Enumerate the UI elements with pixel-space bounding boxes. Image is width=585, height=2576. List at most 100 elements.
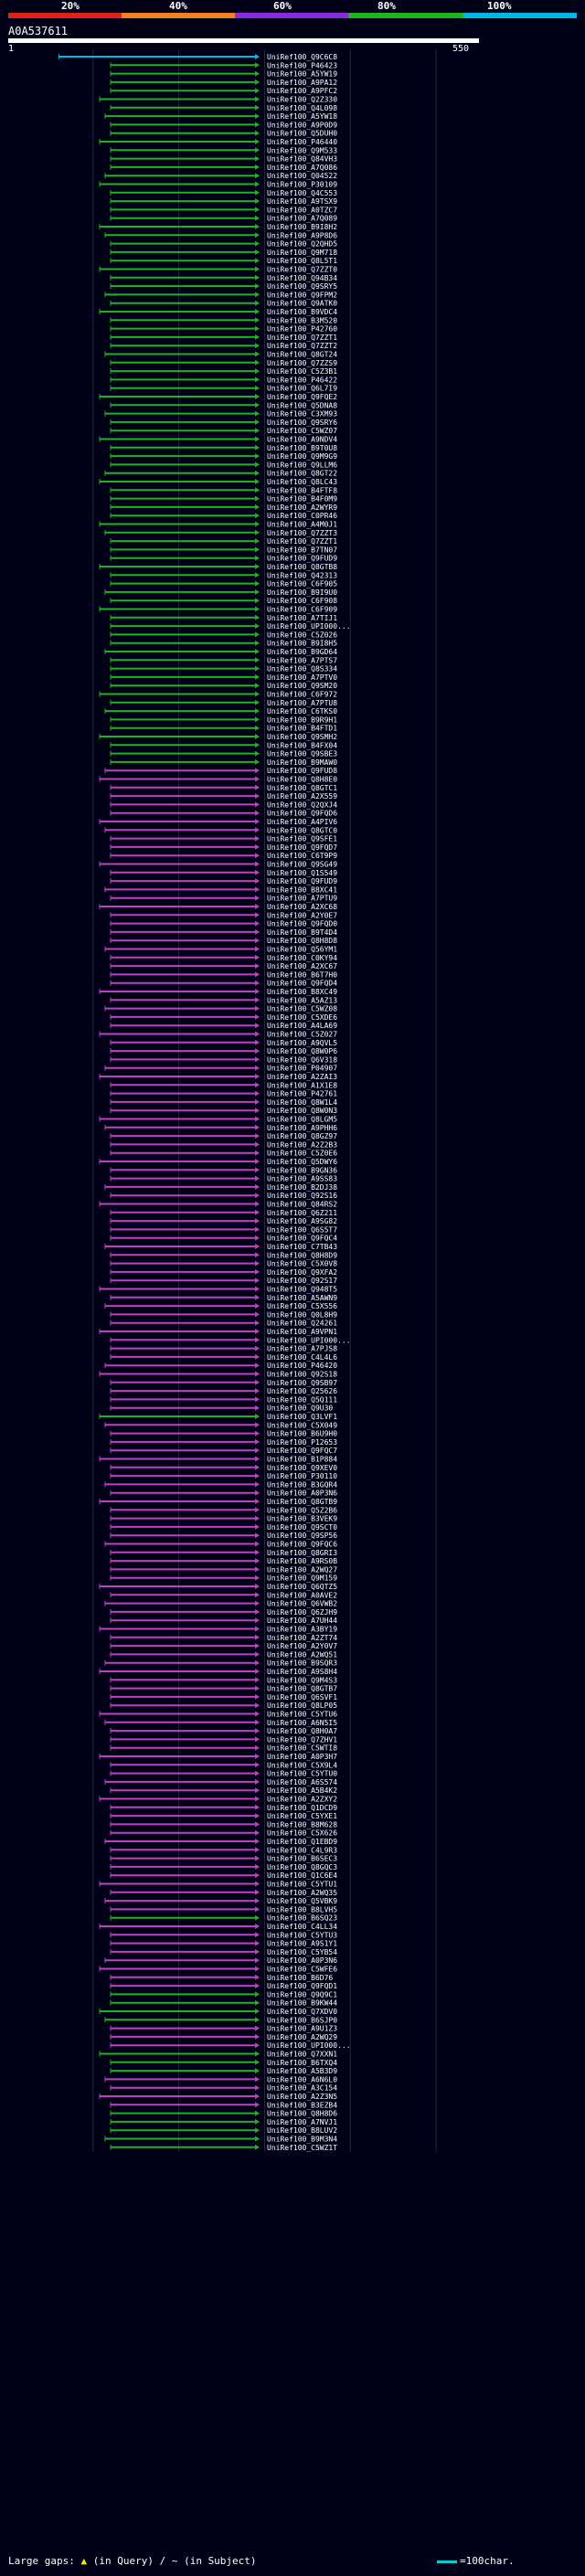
hit-label[interactable]: UniRef100_C0KY94	[267, 954, 337, 962]
hit-label[interactable]: UniRef100_C5XDE6	[267, 1013, 337, 1022]
hit-label[interactable]: UniRef100_Q9M9G9	[267, 452, 337, 461]
hit-row[interactable]: UniRef100_A2WYR9	[110, 504, 337, 512]
hit-row[interactable]: UniRef100_C4L9R3	[110, 1846, 337, 1854]
hit-label[interactable]: UniRef100_Q5DNA8	[267, 401, 337, 409]
hit-row[interactable]: UniRef100_Q6S5T7	[110, 1225, 337, 1234]
hit-label[interactable]: UniRef100_A9PHH6	[267, 1124, 337, 1132]
hit-label[interactable]: UniRef100_A5AZ13	[267, 996, 337, 1004]
hit-label[interactable]: UniRef100_Q9FQC7	[267, 1447, 337, 1455]
hit-row[interactable]: UniRef100_Q8W0N3	[110, 1107, 337, 1115]
hit-label[interactable]: UniRef100_C7TB43	[267, 1243, 337, 1251]
hit-row[interactable]: UniRef100_B9MAW0	[110, 758, 337, 767]
hit-row[interactable]: UniRef100_Q8GTB7	[110, 1685, 337, 1693]
hit-row[interactable]: UniRef100_Q9FQD7	[110, 843, 337, 852]
hit-label[interactable]: UniRef100_A9PFC2	[267, 87, 337, 95]
hit-row[interactable]: UniRef100_A2WQ27	[110, 1565, 337, 1574]
hit-label[interactable]: UniRef100_A2WQ29	[267, 2033, 337, 2041]
hit-row[interactable]: UniRef100_A2Y0V7	[110, 1642, 337, 1650]
hit-row[interactable]: UniRef100_Q9FQD6	[110, 810, 337, 818]
hit-row[interactable]: UniRef100_Q9FQC4	[110, 1235, 337, 1243]
hit-label[interactable]: UniRef100_Q5Q111	[267, 1395, 337, 1404]
hit-label[interactable]: UniRef100_UPI000...	[267, 2041, 351, 2050]
hit-label[interactable]: UniRef100_C0PR46	[267, 512, 337, 520]
hit-label[interactable]: UniRef100_A2WQ35	[267, 1889, 337, 1897]
hit-label[interactable]: UniRef100_P30109	[267, 181, 337, 189]
hit-row[interactable]: UniRef100_Q8H8D6	[110, 2110, 337, 2118]
hit-row[interactable]: UniRef100_Q7XDV0	[99, 2008, 337, 2016]
hit-label[interactable]: UniRef100_P46423	[267, 61, 337, 69]
hit-row[interactable]: UniRef100_A9RS0B	[110, 1557, 337, 1565]
hit-row[interactable]: UniRef100_B4FX04	[110, 741, 337, 749]
hit-label[interactable]: UniRef100_Q1EBD9	[267, 1838, 337, 1846]
hit-label[interactable]: UniRef100_B8M628	[267, 1820, 337, 1829]
hit-row[interactable]: UniRef100_A2Z2B3	[110, 1140, 337, 1149]
hit-row[interactable]: UniRef100_A2WQ29	[110, 2033, 337, 2041]
hit-row[interactable]: UniRef100_A9U1Z3	[110, 2025, 337, 2033]
hit-label[interactable]: UniRef100_C6TKS0	[267, 707, 337, 716]
hit-label[interactable]: UniRef100_Q8S334	[267, 665, 337, 673]
hit-label[interactable]: UniRef100_B9GD64	[267, 648, 337, 656]
hit-label[interactable]: UniRef100_Q7XDV0	[267, 2008, 337, 2016]
hit-label[interactable]: UniRef100_Q8GTC0	[267, 826, 337, 834]
hit-row[interactable]: UniRef100_A7PTS7	[110, 656, 337, 664]
hit-label[interactable]: UniRef100_B6TXQ4	[267, 2059, 337, 2067]
hit-row[interactable]: UniRef100_A2XC68	[99, 903, 337, 911]
hit-row[interactable]: UniRef100_Q8GT22	[104, 470, 337, 478]
hit-row[interactable]: UniRef100_A9QVL5	[110, 1039, 337, 1047]
hit-label[interactable]: UniRef100_C5WTI8	[267, 1744, 337, 1753]
hit-row[interactable]: UniRef100_Q1EBD9	[104, 1838, 337, 1846]
hit-label[interactable]: UniRef100_UPI000...	[267, 622, 351, 631]
hit-row[interactable]: UniRef100_A9PHH6	[104, 1124, 337, 1132]
hit-label[interactable]: UniRef100_B9MAW0	[267, 758, 337, 767]
hit-label[interactable]: UniRef100_A3BY19	[267, 1626, 337, 1634]
hit-row[interactable]: UniRef100_C6F908	[110, 597, 337, 605]
hit-label[interactable]: UniRef100_B6U9H0	[267, 1430, 337, 1438]
hit-row[interactable]: UniRef100_Q9M533	[110, 146, 337, 154]
hit-row[interactable]: UniRef100_Q7ZZT1	[110, 537, 337, 546]
hit-label[interactable]: UniRef100_B6D76	[267, 1974, 333, 1982]
hit-label[interactable]: UniRef100_Q8W0P6	[267, 1047, 337, 1055]
hit-row[interactable]: UniRef100_Q1DCD9	[110, 1804, 337, 1812]
hit-label[interactable]: UniRef100_Q8H8E0	[267, 776, 337, 784]
hit-label[interactable]: UniRef100_Q8LC43	[267, 478, 337, 486]
hit-label[interactable]: UniRef100_A7PTV0	[267, 673, 337, 682]
hit-row[interactable]: UniRef100_C4L4L6	[110, 1353, 337, 1362]
hit-row[interactable]: UniRef100_Q8H8E0	[99, 776, 337, 784]
hit-label[interactable]: UniRef100_A2Z3N5	[267, 2093, 337, 2101]
hit-label[interactable]: UniRef100_Q92S17	[267, 1277, 337, 1285]
hit-row[interactable]: UniRef100_B9R9H1	[110, 716, 337, 724]
hit-label[interactable]: UniRef100_Q7XXN1	[267, 2051, 337, 2059]
hit-row[interactable]: UniRef100_A5YW19	[110, 70, 337, 79]
hit-label[interactable]: UniRef100_A2WYR9	[267, 504, 337, 512]
hit-row[interactable]: UniRef100_C5Z027	[99, 1031, 337, 1039]
hit-row[interactable]: UniRef100_B6D76	[110, 1974, 333, 1982]
hit-label[interactable]: UniRef100_Q9C6C8	[267, 53, 337, 61]
hit-label[interactable]: UniRef100_Q9XEV0	[267, 1464, 337, 1472]
hit-label[interactable]: UniRef100_Q8LP05	[267, 1701, 337, 1710]
hit-label[interactable]: UniRef100_A5B3D9	[267, 2067, 337, 2075]
hit-label[interactable]: UniRef100_A9QVL5	[267, 1039, 337, 1047]
hit-row[interactable]: UniRef100_C5YXE1	[110, 1812, 337, 1820]
hit-label[interactable]: UniRef100_Q7ZZT1	[267, 334, 337, 342]
hit-label[interactable]: UniRef100_Q9FPM2	[267, 291, 337, 299]
hit-row[interactable]: UniRef100_A9PFC2	[110, 87, 337, 95]
hit-row[interactable]: UniRef100_A0P3H7	[99, 1753, 337, 1761]
hit-label[interactable]: UniRef100_C5Z027	[267, 1031, 337, 1039]
hit-label[interactable]: UniRef100_A0TZC7	[267, 206, 337, 214]
hit-row[interactable]: UniRef100_Q7ZHV1	[110, 1735, 337, 1744]
hit-label[interactable]: UniRef100_Q6L7I9	[267, 385, 337, 393]
hit-row[interactable]: UniRef100_A0TZC7	[110, 206, 337, 214]
hit-row[interactable]: UniRef100_Q5Q111	[110, 1395, 337, 1404]
hit-label[interactable]: UniRef100_B6SJP0	[267, 2016, 337, 2024]
hit-row[interactable]: UniRef100_Q0L8H9	[110, 1310, 337, 1319]
hit-row[interactable]: UniRef100_C5WZ08	[104, 1005, 337, 1013]
hit-label[interactable]: UniRef100_P12653	[267, 1438, 337, 1447]
hit-row[interactable]: UniRef100_Q8H0A7	[110, 1727, 337, 1735]
hit-row[interactable]: UniRef100_Q7ZZT3	[104, 529, 337, 537]
hit-row[interactable]: UniRef100_A2X559	[110, 792, 337, 800]
hit-label[interactable]: UniRef100_A2WQ27	[267, 1565, 337, 1574]
hit-label[interactable]: UniRef100_Q24261	[267, 1320, 337, 1328]
hit-row[interactable]: UniRef100_B9GN36	[110, 1166, 337, 1174]
hit-row[interactable]: UniRef100_B8XC49	[99, 988, 337, 996]
hit-row[interactable]: UniRef100_A5B4K2	[110, 1786, 337, 1795]
